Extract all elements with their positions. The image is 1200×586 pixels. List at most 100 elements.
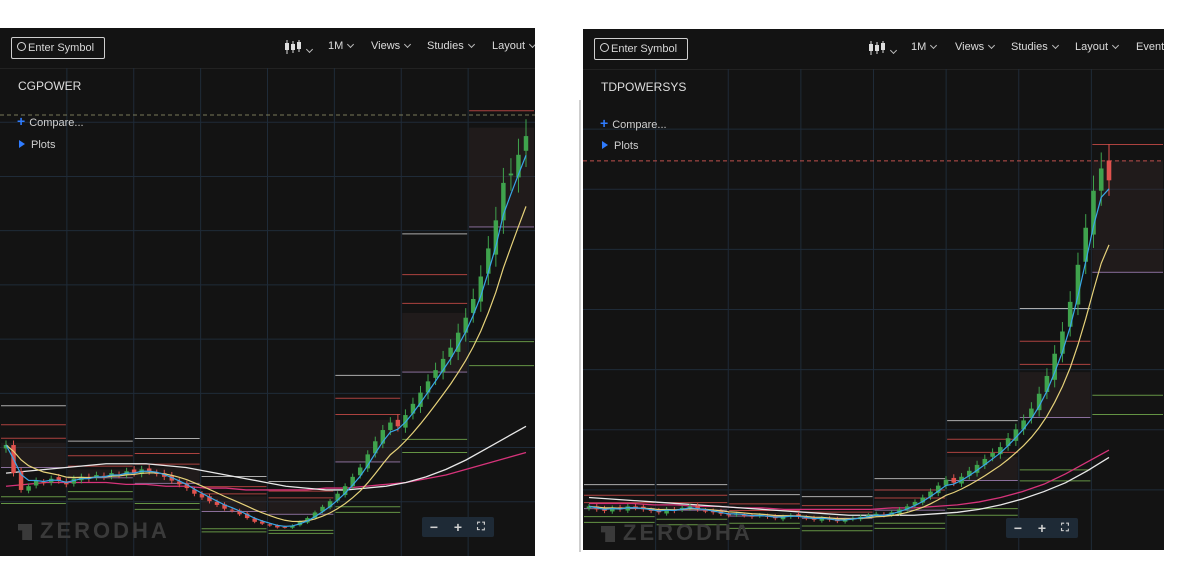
candle-body — [455, 332, 461, 352]
candle-body — [501, 182, 506, 221]
candle-body — [1067, 301, 1073, 327]
candle-body — [1044, 375, 1050, 393]
chevron-down-icon — [930, 41, 938, 50]
candle-body — [267, 524, 272, 526]
candle-body — [1083, 227, 1089, 262]
interval-menu[interactable]: 1M — [328, 40, 355, 52]
chevron-down-icon — [305, 45, 314, 54]
candle-body — [282, 526, 288, 528]
candle-body — [982, 458, 988, 465]
zoom-controls: − + ⛶ — [422, 517, 494, 537]
chart-symbol-title: TDPOWERSYS — [601, 80, 687, 94]
zoom-out-button[interactable]: − — [429, 519, 439, 535]
layout-menu[interactable]: Layout — [492, 40, 535, 52]
symbol-search[interactable] — [11, 37, 105, 59]
candle-body — [703, 510, 708, 512]
plus-icon: + — [600, 115, 609, 131]
candle-body — [633, 506, 638, 508]
search-icon — [600, 43, 609, 52]
candle-body — [990, 453, 995, 457]
panel-divider-line — [579, 100, 581, 552]
pivot-zone-band — [801, 514, 873, 519]
candle-body — [1091, 190, 1096, 235]
fit-screen-button[interactable]: ⛶ — [477, 521, 485, 533]
candle-body — [440, 358, 446, 372]
candle-body — [357, 467, 363, 476]
studies-menu[interactable]: Studies — [1011, 41, 1059, 53]
candle-body — [252, 518, 257, 522]
pivot-zone-band — [874, 500, 946, 511]
candle-body — [335, 493, 340, 501]
candle-body — [664, 509, 669, 514]
views-label: Views — [955, 41, 985, 53]
zoom-in-button[interactable]: + — [1037, 520, 1047, 536]
candle-body — [350, 476, 355, 487]
candle-body — [493, 220, 499, 255]
compare-label: Compare... — [612, 119, 667, 131]
zerodha-logo-icon — [18, 524, 32, 540]
fit-screen-button[interactable]: ⛶ — [1061, 522, 1069, 534]
layout-menu[interactable]: Layout — [1075, 41, 1120, 53]
chart-panel-left: 1M Views Studies Layout CGPOWER +Compare… — [0, 28, 535, 556]
candle-body — [1005, 438, 1011, 446]
candle-body — [486, 248, 491, 274]
events-label: Events — [1136, 41, 1164, 53]
chevron-down-icon — [1111, 41, 1120, 50]
candle-body — [33, 480, 39, 486]
watermark: ZERODHA — [601, 520, 753, 546]
symbol-search-input[interactable] — [28, 38, 102, 58]
moving-average-fast — [5, 155, 527, 527]
pivot-zone-band — [1092, 160, 1163, 273]
compare-button[interactable]: + Compare... — [17, 113, 84, 129]
candle-body — [418, 392, 423, 407]
pivot-zone-band — [1, 442, 66, 468]
candle-body — [388, 422, 393, 431]
candle-body — [842, 519, 848, 522]
candle-body — [523, 136, 529, 151]
chevron-down-icon — [1051, 41, 1059, 50]
play-triangle-icon — [19, 140, 25, 148]
symbol-search-input[interactable] — [611, 39, 685, 59]
candle-body — [41, 482, 46, 484]
candle-body — [478, 276, 484, 302]
candle-body — [1052, 353, 1057, 380]
candlestick-type-icon[interactable] — [284, 40, 304, 54]
candle-body — [471, 298, 476, 313]
zoom-out-button[interactable]: − — [1013, 520, 1023, 536]
pivot-zone-band — [947, 456, 1018, 481]
views-menu[interactable]: Views — [955, 41, 996, 53]
candle-body — [1036, 393, 1042, 411]
candle-body — [943, 479, 949, 486]
play-triangle-icon — [602, 141, 608, 149]
candle-body — [26, 486, 31, 491]
moving-average-long — [5, 425, 527, 491]
candle-body — [998, 447, 1003, 455]
compare-button[interactable]: + Compare... — [600, 115, 667, 131]
candle-body — [410, 403, 416, 414]
studies-menu[interactable]: Studies — [427, 40, 475, 52]
price-chart[interactable] — [583, 69, 1164, 550]
zoom-controls: − + ⛶ — [1006, 518, 1078, 538]
candle-body — [290, 525, 295, 528]
events-menu[interactable]: Events — [1136, 41, 1164, 53]
moving-average-long — [588, 456, 1110, 516]
zoom-in-button[interactable]: + — [453, 519, 463, 535]
views-menu[interactable]: Views — [371, 40, 412, 52]
candle-body — [342, 486, 348, 495]
plots-toggle[interactable]: Plots — [19, 139, 55, 151]
price-chart[interactable] — [0, 68, 535, 556]
plots-toggle[interactable]: Plots — [602, 140, 638, 152]
chevron-down-icon — [889, 46, 898, 55]
candle-body — [229, 509, 235, 511]
candle-body — [18, 471, 24, 490]
interval-menu[interactable]: 1M — [911, 41, 938, 53]
candle-body — [312, 512, 318, 519]
candle-body — [780, 516, 786, 520]
candlestick-type-icon[interactable] — [868, 41, 888, 55]
symbol-search[interactable] — [594, 38, 688, 60]
candle-body — [365, 454, 370, 469]
candle-body — [1060, 331, 1065, 354]
plots-label: Plots — [31, 139, 56, 151]
views-label: Views — [371, 40, 401, 52]
candle-body — [726, 514, 731, 516]
